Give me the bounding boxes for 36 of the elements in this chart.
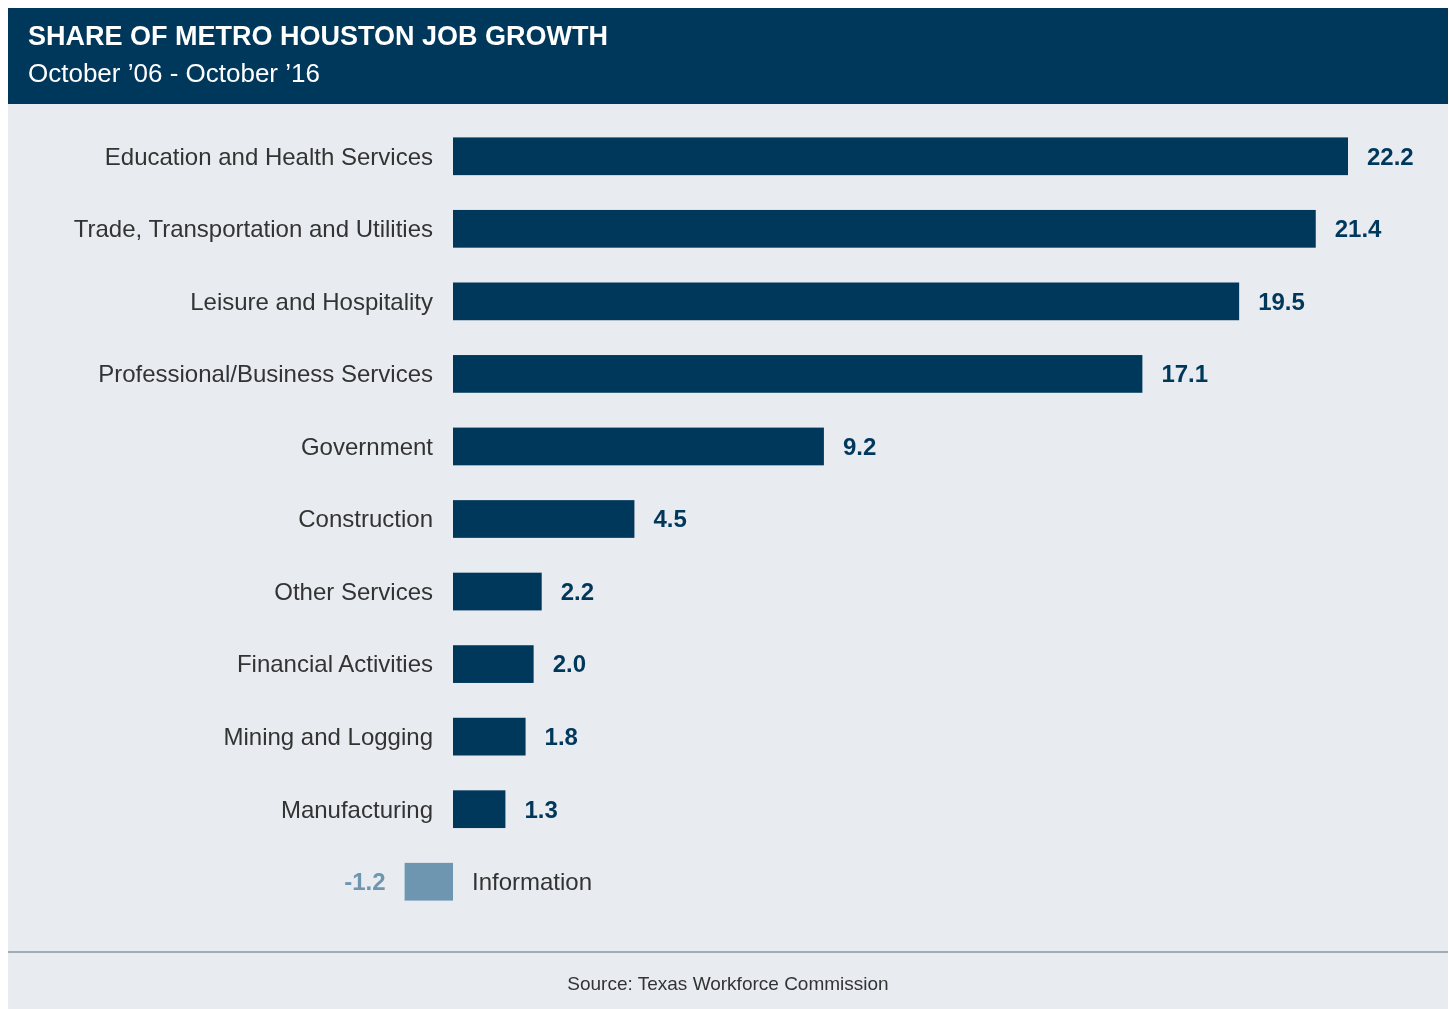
y-tick-label: Financial Activities [236, 650, 433, 678]
bar [404, 862, 453, 901]
y-tick-label: Construction [298, 505, 433, 533]
bar [453, 282, 1240, 321]
text: October ’06 - October ’16 [28, 58, 320, 88]
data-label: 1.3 [524, 795, 558, 823]
data-label: 9.2 [842, 432, 877, 460]
source-note: Source: Texas Workforce Commission [567, 973, 889, 994]
data-label: -1.2 [344, 868, 386, 896]
data-label: 21.4 [1334, 215, 1383, 243]
y-tick-label: Trade, Transportation and Utilities [73, 215, 433, 243]
data-label: 1.8 [544, 723, 578, 751]
bar [453, 137, 1348, 176]
data-label: 19.5 [1258, 287, 1305, 315]
y-tick-label: Professional/Business Services [98, 360, 433, 388]
bar [453, 355, 1143, 393]
data-label: 2.2 [560, 577, 595, 605]
y-tick-label: Education and Health Services [104, 142, 433, 170]
y-tick-label: Mining and Logging [223, 723, 433, 751]
data-label: 22.2 [1367, 142, 1414, 170]
y-tick-label: Manufacturing [280, 795, 433, 823]
data-label: 2.0 [552, 650, 587, 678]
bar [453, 717, 526, 756]
bar [453, 500, 635, 538]
bar [453, 209, 1316, 248]
y-tick-label: Leisure and Hospitality [190, 287, 433, 315]
data-label: 17.1 [1161, 360, 1209, 388]
chart-title: SHARE OF METRO HOUSTON JOB GROWTH [28, 21, 609, 51]
bar [453, 572, 542, 611]
data-label: 4.5 [653, 505, 687, 533]
y-tick-label: Other Services [274, 577, 433, 605]
y-tick-label: Information [472, 868, 593, 896]
bar [453, 645, 534, 683]
bar [453, 427, 824, 466]
bar [453, 790, 506, 829]
y-tick-label: Government [300, 432, 434, 460]
